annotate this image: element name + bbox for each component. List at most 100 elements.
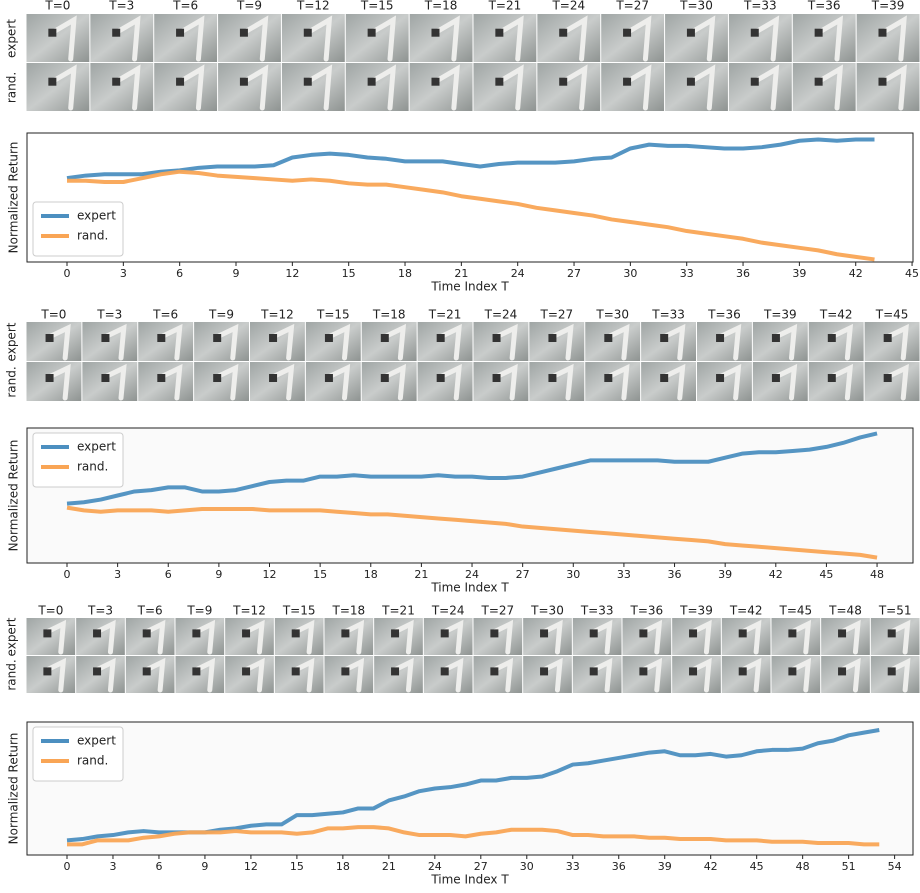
robot-gripper xyxy=(325,374,333,382)
frame-label: T=51 xyxy=(878,604,912,618)
robot-gripper xyxy=(213,334,221,342)
frame-label: T=9 xyxy=(236,0,262,13)
frame-label: T=6 xyxy=(137,604,163,618)
robot-gripper xyxy=(490,629,498,637)
robot-gripper xyxy=(381,334,389,342)
frame-image xyxy=(729,63,792,111)
x-tick-label: 9 xyxy=(201,860,208,873)
x-tick-label: 24 xyxy=(428,860,442,873)
frame-image xyxy=(194,322,249,361)
robot-gripper xyxy=(590,629,598,637)
robot-gripper xyxy=(437,374,445,382)
frame-label: T=12 xyxy=(260,308,294,322)
robot-gripper xyxy=(93,629,101,637)
frame-image xyxy=(537,14,600,62)
x-tick-label: 27 xyxy=(567,267,581,280)
x-tick-label: 33 xyxy=(617,568,631,581)
robot-gripper xyxy=(304,78,312,86)
robot-gripper xyxy=(540,629,548,637)
robot-gripper xyxy=(43,667,51,675)
robot-gripper xyxy=(43,629,51,637)
robot-gripper xyxy=(604,334,612,342)
x-tick-label: 30 xyxy=(520,860,534,873)
robot-gripper xyxy=(269,334,277,342)
robot-gripper xyxy=(48,78,56,86)
robot-gripper xyxy=(838,667,846,675)
frame-image xyxy=(601,63,664,111)
frame-image xyxy=(474,14,537,62)
legend-label: rand. xyxy=(77,754,108,768)
frame-image xyxy=(857,14,920,62)
x-tick-label: 18 xyxy=(398,267,412,280)
frame-label: T=48 xyxy=(828,604,862,618)
robot-gripper xyxy=(368,29,376,37)
frame-image xyxy=(697,362,752,401)
x-tick-label: 30 xyxy=(623,267,637,280)
legend: expertrand. xyxy=(33,433,123,487)
robot-gripper xyxy=(493,334,501,342)
robot-gripper xyxy=(431,78,439,86)
robot-gripper xyxy=(101,374,109,382)
x-tick-label: 36 xyxy=(736,267,750,280)
frame-label: T=0 xyxy=(37,604,63,618)
figure: T=0T=3T=6T=9T=12T=15T=18T=21T=24T=27T=30… xyxy=(0,0,920,893)
robot-gripper xyxy=(590,667,598,675)
x-tick-label: 45 xyxy=(750,860,764,873)
frame-image xyxy=(585,322,640,361)
robot-gripper xyxy=(716,374,724,382)
frame-image xyxy=(753,322,808,361)
frame-label: T=0 xyxy=(44,0,70,13)
frame-image xyxy=(250,322,305,361)
frame-image xyxy=(641,362,696,401)
frame-label: T=30 xyxy=(595,308,629,322)
x-tick-label: 9 xyxy=(233,267,240,280)
frame-label: T=6 xyxy=(152,308,178,322)
x-tick-label: 0 xyxy=(63,568,70,581)
robot-gripper xyxy=(441,667,449,675)
frame-image xyxy=(529,322,584,361)
robot-gripper xyxy=(495,78,503,86)
row-label: rand. xyxy=(5,72,19,103)
robot-gripper xyxy=(157,374,165,382)
frame-label: T=27 xyxy=(481,604,515,618)
frame-image xyxy=(250,362,305,401)
frame-image xyxy=(90,14,153,62)
robot-gripper xyxy=(828,334,836,342)
frame-label: T=18 xyxy=(332,604,366,618)
x-tick-label: 33 xyxy=(566,860,580,873)
plot-area xyxy=(27,428,913,563)
frame-label: T=27 xyxy=(539,308,573,322)
robot-gripper xyxy=(391,667,399,675)
frame-image xyxy=(154,63,217,111)
frame-label: T=9 xyxy=(186,604,212,618)
x-tick-label: 3 xyxy=(109,860,116,873)
robot-gripper xyxy=(101,334,109,342)
frame-image xyxy=(697,322,752,361)
robot-gripper xyxy=(441,629,449,637)
robot-gripper xyxy=(739,629,747,637)
frame-label: T=6 xyxy=(172,0,198,13)
frame-image xyxy=(753,362,808,401)
frame-image xyxy=(865,362,920,401)
frame-label: T=33 xyxy=(580,604,614,618)
robot-gripper xyxy=(213,374,221,382)
frame-label: T=30 xyxy=(530,604,564,618)
robot-gripper xyxy=(788,629,796,637)
x-tick-label: 30 xyxy=(566,568,580,581)
robot-gripper xyxy=(437,334,445,342)
frame-image xyxy=(665,14,728,62)
robot-gripper xyxy=(878,78,886,86)
frame-image xyxy=(27,14,90,62)
x-tick-label: 15 xyxy=(313,568,327,581)
legend-label: rand. xyxy=(77,460,108,474)
robot-gripper xyxy=(689,667,697,675)
x-tick-label: 27 xyxy=(474,860,488,873)
frame-image xyxy=(729,14,792,62)
robot-gripper xyxy=(269,374,277,382)
robot-gripper xyxy=(48,29,56,37)
frame-image xyxy=(346,14,409,62)
frame-image xyxy=(282,14,345,62)
frame-label: T=0 xyxy=(40,308,66,322)
frame-image xyxy=(194,362,249,401)
robot-gripper xyxy=(112,29,120,37)
